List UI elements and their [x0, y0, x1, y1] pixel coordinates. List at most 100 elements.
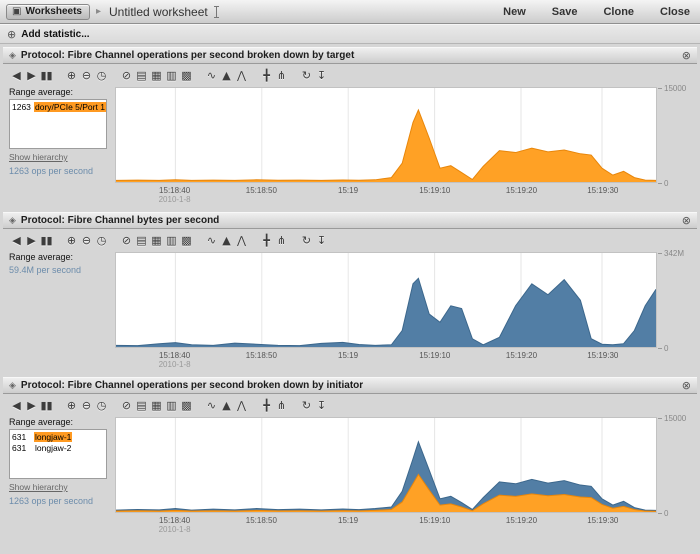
drilldown-icon[interactable]: ⋔: [276, 398, 287, 412]
crosshair-icon[interactable]: ╋: [263, 233, 270, 247]
action-clone[interactable]: Clone: [603, 5, 635, 18]
chart-panel: ◈ Protocol: Fibre Channel operations per…: [3, 377, 697, 539]
x-tick-label: 15:19:20: [505, 186, 538, 195]
show-minimum-icon[interactable]: ⊘: [121, 233, 132, 247]
drag-handle-icon[interactable]: ◈: [9, 380, 16, 391]
unit-label: 59.4M per second: [9, 265, 82, 275]
step-forward-icon[interactable]: ▶: [27, 68, 36, 82]
add-statistic-button[interactable]: ⊕ Add statistic...: [0, 24, 700, 44]
y-max-label: 342M: [658, 249, 684, 258]
drag-handle-icon[interactable]: ◈: [9, 50, 16, 61]
chart-plot[interactable]: [115, 417, 657, 513]
line-graph-icon[interactable]: ∿: [206, 68, 217, 82]
y-axis: 342M 0: [657, 249, 693, 353]
pause-icon[interactable]: ▮▮: [40, 233, 53, 247]
close-panel-icon[interactable]: ⊗: [681, 214, 691, 227]
zoom-out-icon[interactable]: ⊖: [81, 233, 92, 247]
panel-header[interactable]: ◈ Protocol: Fibre Channel operations per…: [3, 377, 697, 394]
zoom-out-icon[interactable]: ⊖: [81, 398, 92, 412]
sync-worksheet-icon[interactable]: ↻: [301, 233, 312, 247]
zoom-in-icon[interactable]: ⊕: [66, 398, 77, 412]
panel-header[interactable]: ◈ Protocol: Fibre Channel operations per…: [3, 47, 697, 64]
add-icon: ⊕: [7, 27, 17, 41]
chart-left-pane: Range average: 59.4M per second: [9, 251, 115, 370]
show-hierarchy-link[interactable]: Show hierarchy: [9, 152, 68, 162]
legend-box: 631 longjaw-1 631 longjaw-2: [9, 429, 107, 479]
panel-title: Protocol: Fibre Channel operations per s…: [20, 380, 364, 391]
x-axis: 15:18:40 15:18:50 15:19 15:19:10 15:19:20 15:…: [115, 183, 657, 205]
pause-icon[interactable]: ▮▮: [40, 398, 53, 412]
action-save[interactable]: Save: [551, 5, 578, 18]
chart-toolbar: ◀ ▶ ▮▮ ⊕ ⊖ ◷ ⊘ ▤ ▦ ▥ ▩ ∿ ▲ ⋀ ╋ ⋔ ↻ ↧: [3, 64, 697, 85]
sync-worksheet-icon[interactable]: ↻: [301, 68, 312, 82]
panel-header[interactable]: ◈ Protocol: Fibre Channel bytes per seco…: [3, 212, 697, 229]
matrix-view-icon[interactable]: ▩: [181, 68, 192, 82]
grid-view-icon[interactable]: ▥: [166, 398, 177, 412]
worksheets-button[interactable]: ▣ Worksheets: [6, 3, 90, 20]
outline-view-icon[interactable]: ▤: [136, 398, 147, 412]
x-date-label: 2010-1-8: [158, 525, 191, 534]
line-graph-icon[interactable]: ∿: [206, 398, 217, 412]
time-range-icon[interactable]: ◷: [96, 68, 107, 82]
grid-view-icon[interactable]: ▥: [166, 68, 177, 82]
close-panel-icon[interactable]: ⊗: [681, 49, 691, 62]
mountain-graph-icon[interactable]: ▲: [222, 398, 231, 412]
mountain-graph-icon[interactable]: ▲: [222, 68, 231, 82]
table-view-icon[interactable]: ▦: [151, 233, 162, 247]
step-forward-icon[interactable]: ▶: [27, 233, 36, 247]
sync-worksheet-icon[interactable]: ↻: [301, 398, 312, 412]
quantize-icon[interactable]: ⋀: [236, 233, 247, 247]
zoom-in-icon[interactable]: ⊕: [66, 68, 77, 82]
legend-row[interactable]: 631 longjaw-2: [12, 443, 72, 453]
worksheet-title[interactable]: Untitled worksheet: [109, 4, 208, 19]
pause-icon[interactable]: ▮▮: [40, 68, 53, 82]
area-chart: [116, 88, 656, 182]
step-back-icon[interactable]: ◀: [12, 68, 21, 82]
x-tick-label: 15:19:10: [419, 351, 451, 360]
show-minimum-icon[interactable]: ⊘: [121, 68, 132, 82]
x-tick-label: 15:19:30: [587, 186, 619, 195]
matrix-view-icon[interactable]: ▩: [181, 398, 192, 412]
chart-plot[interactable]: [115, 87, 657, 183]
crosshair-icon[interactable]: ╋: [263, 68, 270, 82]
time-range-icon[interactable]: ◷: [96, 398, 107, 412]
outline-view-icon[interactable]: ▤: [136, 233, 147, 247]
drag-handle-icon[interactable]: ◈: [9, 215, 16, 226]
step-forward-icon[interactable]: ▶: [27, 398, 36, 412]
action-new[interactable]: New: [503, 5, 526, 18]
x-tick-label: 15:18:40: [159, 186, 191, 195]
matrix-view-icon[interactable]: ▩: [181, 233, 192, 247]
drilldown-icon[interactable]: ⋔: [276, 68, 287, 82]
crosshair-icon[interactable]: ╋: [263, 398, 270, 412]
chart-plot[interactable]: [115, 252, 657, 348]
mountain-graph-icon[interactable]: ▲: [222, 233, 231, 247]
show-hierarchy-link[interactable]: Show hierarchy: [9, 482, 68, 492]
step-back-icon[interactable]: ◀: [12, 398, 21, 412]
table-view-icon[interactable]: ▦: [151, 398, 162, 412]
show-minimum-icon[interactable]: ⊘: [121, 398, 132, 412]
outline-view-icon[interactable]: ▤: [136, 68, 147, 82]
zoom-out-icon[interactable]: ⊖: [81, 68, 92, 82]
quantize-icon[interactable]: ⋀: [236, 68, 247, 82]
step-back-icon[interactable]: ◀: [12, 233, 21, 247]
worksheets-button-label: Worksheets: [25, 5, 82, 17]
drilldown-icon[interactable]: ⋔: [276, 233, 287, 247]
x-tick-label: 15:19:30: [587, 516, 619, 525]
legend-row[interactable]: 631 longjaw-1: [12, 432, 73, 442]
export-icon[interactable]: ↧: [316, 68, 327, 82]
chart-toolbar: ◀ ▶ ▮▮ ⊕ ⊖ ◷ ⊘ ▤ ▦ ▥ ▩ ∿ ▲ ⋀ ╋ ⋔ ↻ ↧: [3, 394, 697, 415]
x-tick-label: 15:19: [338, 351, 359, 360]
zoom-in-icon[interactable]: ⊕: [66, 233, 77, 247]
line-graph-icon[interactable]: ∿: [206, 233, 217, 247]
close-panel-icon[interactable]: ⊗: [681, 379, 691, 392]
export-icon[interactable]: ↧: [316, 233, 327, 247]
quantize-icon[interactable]: ⋀: [236, 398, 247, 412]
action-close[interactable]: Close: [660, 5, 690, 18]
time-range-icon[interactable]: ◷: [96, 233, 107, 247]
legend-row[interactable]: 1263 dory/PCIe 5/Port 1: [12, 102, 106, 112]
worksheets-icon: ▣: [12, 5, 22, 17]
grid-view-icon[interactable]: ▥: [166, 233, 177, 247]
x-tick-label: 15:19:20: [505, 351, 538, 360]
export-icon[interactable]: ↧: [316, 398, 327, 412]
table-view-icon[interactable]: ▦: [151, 68, 162, 82]
